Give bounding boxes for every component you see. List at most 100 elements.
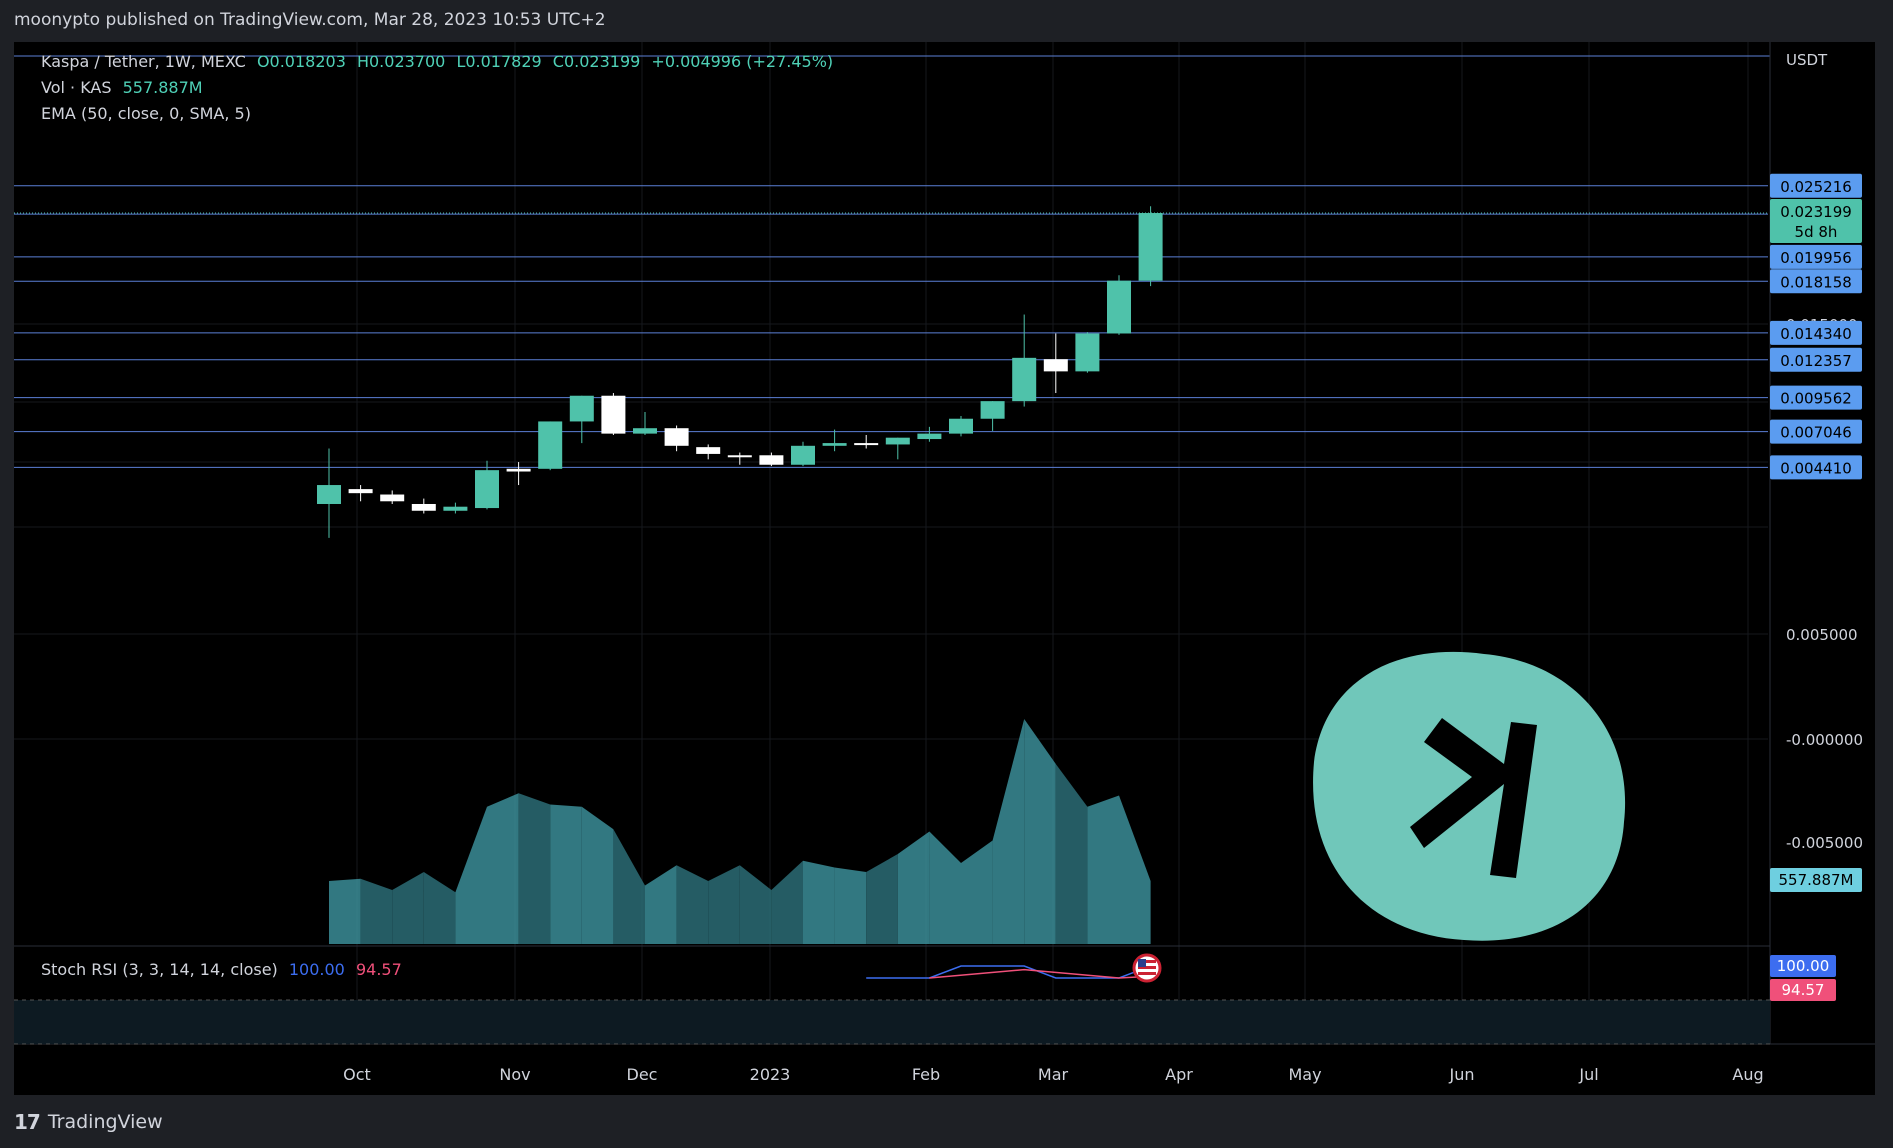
candle-body-9 (601, 395, 626, 434)
candle-1 (348, 485, 373, 502)
volume-bar-4 (455, 806, 487, 944)
stoch-k-line (866, 965, 1151, 979)
candle-body-11 (664, 428, 689, 446)
level-tag-2: 0.019956 (1770, 244, 1862, 269)
y-tick-4: -0.005000 (1786, 834, 1863, 852)
last-price-value: 0.023199 (1780, 203, 1852, 221)
candle-body-1 (348, 489, 373, 494)
symbol-legend[interactable]: Kaspa / Tether, 1W, MEXC O0.018203 H0.02… (41, 52, 839, 71)
level-tag-bg-4 (1770, 320, 1862, 345)
volume-bar-8 (581, 806, 614, 944)
candle-16 (822, 429, 847, 452)
candle-body-15 (791, 445, 815, 465)
level-tag-6: 0.009562 (1770, 385, 1862, 410)
y-tick-3: -0.000000 (1786, 731, 1863, 749)
volume-label: Vol · KAS (41, 78, 112, 97)
candle-14 (759, 452, 784, 467)
level-tag-bg-5 (1770, 347, 1862, 372)
volume-tag: 557.887M (1770, 868, 1862, 892)
legend-change: +0.004996 (+27.45%) (651, 52, 834, 71)
x-tick-9: Jul (1578, 1065, 1598, 1084)
candle-body-25 (1107, 280, 1131, 334)
candle-7 (538, 421, 563, 471)
candle-25 (1107, 275, 1131, 335)
candle-body-10 (633, 428, 657, 434)
volume-bar-0 (329, 878, 361, 944)
ema-label: EMA (50, close, 0, SMA, 5) (41, 104, 251, 123)
us-flag-icon[interactable] (1132, 953, 1162, 983)
volume-bar-21 (992, 719, 1025, 944)
level-tag-bg-2 (1770, 244, 1862, 269)
symbol-name: Kaspa / Tether, 1W, MEXC (41, 52, 246, 71)
volume-bar-10 (645, 865, 677, 944)
level-tag-label-3: 0.018158 (1780, 273, 1852, 291)
candle-10 (633, 411, 657, 435)
candle-13 (727, 452, 752, 465)
volume-area (329, 719, 1151, 944)
volume-tag-label: 557.887M (1779, 871, 1854, 889)
stoch-rsi-pane: 100.00 94.57 (14, 945, 1836, 1045)
brand-name: TradingView (47, 1111, 163, 1133)
candle-9 (601, 393, 626, 435)
x-tick-6: Apr (1165, 1065, 1193, 1084)
level-tag-bg-7 (1770, 419, 1862, 444)
candle-body-17 (854, 443, 879, 446)
publisher-line: moonypto published on TradingView.com, M… (14, 10, 606, 30)
level-tag-bg-6 (1770, 385, 1862, 410)
y-tick-2: 0.005000 (1786, 626, 1858, 644)
candle-body-22 (1012, 357, 1037, 402)
candle-17 (854, 434, 879, 449)
stoch-label: Stoch RSI (3, 3, 14, 14, close) (41, 960, 278, 979)
candle-body-24 (1075, 333, 1100, 372)
candle-22 (1012, 314, 1037, 407)
candle-6 (506, 462, 531, 486)
level-tag-0: 0.025216 (1770, 173, 1862, 198)
candle-body-13 (727, 455, 752, 458)
legend-high: H0.023700 (356, 52, 446, 71)
volume-bar-16 (834, 867, 867, 944)
candle-20 (949, 416, 973, 437)
chart-frame[interactable]: USDT 0.010000 0.005000 -0.000000 -0.005000 -0… (14, 42, 1875, 1095)
volume-bar-23 (1055, 764, 1088, 944)
candle-body-8 (569, 395, 594, 422)
level-tag-label-2: 0.019956 (1780, 249, 1852, 267)
stoch-k-tag: 100.00 (1770, 955, 1836, 977)
volume-bar-11 (676, 865, 709, 944)
countdown-label: 5d 8h (1795, 223, 1838, 241)
footer-brand[interactable]: 17 TradingView (14, 1110, 163, 1134)
candle-body-6 (506, 468, 531, 472)
volume-bar-18 (897, 831, 930, 944)
candle-15 (791, 441, 815, 467)
volume-bar-13 (739, 865, 772, 944)
volume-bar-17 (866, 854, 898, 944)
x-tick-4: Feb (912, 1065, 940, 1084)
x-tick-5: Mar (1038, 1065, 1069, 1084)
volume-bar-2 (392, 872, 424, 944)
legend-open: O0.018203 (256, 52, 346, 71)
chart-svg[interactable]: USDT 0.010000 0.005000 -0.000000 -0.005000 -0… (14, 42, 1875, 1095)
candle-23 (1043, 333, 1068, 394)
level-tag-8: 0.004410 (1770, 455, 1862, 480)
candle-body-20 (949, 418, 973, 434)
candle-26 (1138, 206, 1163, 287)
last-price-tag-bg (1770, 199, 1862, 244)
stoch-d-tag-label: 94.57 (1782, 981, 1825, 999)
stoch-k-value: 100.00 (288, 960, 345, 979)
candle-body-19 (917, 433, 942, 440)
volume-bar-25 (1119, 795, 1151, 944)
y-tick-5: -0.010000 (1786, 42, 1863, 46)
stoch-band (14, 1000, 1770, 1044)
candle-body-18 (885, 437, 910, 445)
currency-label: USDT (1786, 51, 1828, 69)
ema-legend[interactable]: EMA (50, close, 0, SMA, 5) (41, 104, 257, 123)
y-tick-1: 0.010000 (1786, 42, 1858, 46)
horizontal-levels (14, 55, 1770, 468)
candle-21 (980, 401, 1005, 431)
stoch-legend[interactable]: Stoch RSI (3, 3, 14, 14, close) 100.00 9… (41, 960, 408, 979)
candle-0 (317, 448, 341, 538)
stoch-k-tag-bg (1770, 955, 1836, 977)
level-tag-bg-8 (1770, 455, 1862, 480)
grid-lines (14, 42, 1768, 1044)
volume-legend[interactable]: Vol · KAS 557.887M (41, 78, 209, 97)
tradingview-logo-icon: 17 (14, 1110, 41, 1134)
